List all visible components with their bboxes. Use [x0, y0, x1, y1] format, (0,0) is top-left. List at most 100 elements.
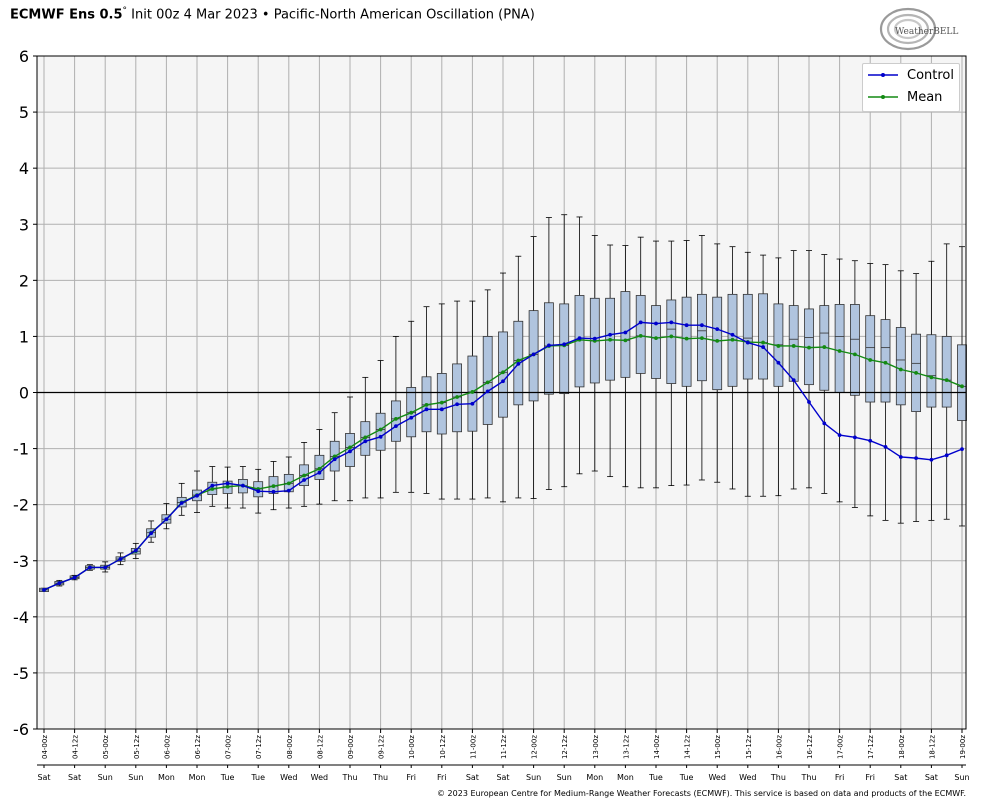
data-point-control	[684, 323, 689, 328]
ensemble-box	[544, 217, 554, 490]
data-point-mean	[960, 384, 964, 389]
box-iqr	[880, 319, 891, 403]
y-tick-label: 0	[19, 384, 29, 403]
data-point-mean	[638, 333, 643, 338]
box-iqr	[620, 291, 631, 378]
legend-label-control: Control	[907, 67, 954, 83]
data-point-control	[745, 340, 750, 345]
data-point-mean	[623, 338, 628, 343]
data-point-control	[225, 481, 230, 486]
x-tick-label: 13-00z	[592, 735, 600, 759]
day-label: Fri	[835, 773, 845, 782]
data-point-control	[929, 457, 934, 462]
data-point-mean	[363, 435, 368, 440]
x-tick-label: 06-00z	[163, 735, 171, 759]
data-point-control	[531, 352, 536, 357]
box-iqr	[681, 296, 692, 387]
data-point-control	[118, 557, 123, 561]
data-point-mean	[929, 375, 934, 380]
x-tick-label: 18-12z	[928, 735, 936, 759]
day-label: Sun	[526, 773, 541, 782]
data-point-control	[776, 360, 781, 365]
weatherbell-logo: WeatherBELL	[878, 6, 970, 52]
x-tick-label: 19-00z	[959, 735, 967, 759]
x-tick-label: 17-12z	[867, 735, 875, 759]
data-point-mean	[883, 360, 888, 365]
box-iqr	[559, 303, 570, 395]
data-point-mean	[822, 345, 827, 349]
x-tick-label: 08-00z	[286, 735, 294, 759]
data-point-control	[807, 400, 811, 404]
x-tick-label: 07-00z	[225, 735, 233, 759]
legend-item-control: Control	[867, 66, 954, 84]
data-point-mean	[378, 427, 383, 432]
data-point-control	[317, 470, 322, 475]
legend: Control Mean	[862, 63, 960, 112]
x-tick-label: 14-12z	[684, 735, 692, 759]
x-tick-label: 15-12z	[745, 735, 753, 759]
data-point-mean	[761, 340, 765, 345]
box-iqr	[651, 305, 661, 379]
data-point-mean	[837, 349, 842, 353]
data-point-control	[302, 478, 306, 482]
ensemble-box	[666, 240, 677, 486]
x-tick-label: 18-00z	[898, 735, 906, 759]
data-point-control	[914, 456, 918, 461]
data-point-control	[256, 489, 261, 494]
data-point-mean	[654, 336, 658, 340]
day-label: Sat	[37, 773, 50, 782]
y-axis: 6 5 4 3 2 1 0 -1 -2 -3 -4 -5 -6	[13, 47, 37, 739]
init-time: Init 00z 4 Mar 2023	[131, 7, 258, 23]
x-tick-label: 11-12z	[500, 735, 508, 759]
data-point-control	[164, 517, 169, 522]
data-point-control	[179, 501, 184, 505]
day-label: Wed	[280, 773, 297, 782]
data-point-mean	[776, 344, 781, 348]
ensemble-box	[758, 254, 768, 497]
day-label: Thu	[341, 773, 357, 782]
data-point-control	[88, 565, 92, 570]
data-point-control	[516, 361, 521, 366]
data-point-control	[837, 433, 842, 438]
data-point-mean	[271, 484, 276, 489]
x-tick-label: 04-12z	[72, 735, 80, 759]
box-iqr	[390, 400, 401, 442]
x-tick-label: 10-00z	[408, 735, 416, 759]
day-label: Sat	[466, 773, 479, 782]
x-tick-label: 15-00z	[714, 735, 722, 759]
day-label: Tue	[250, 773, 265, 782]
y-tick-label: -4	[13, 608, 29, 627]
data-point-mean	[944, 378, 949, 383]
x-tick-label: 08-12z	[316, 735, 324, 759]
x-tick-label: 09-00z	[347, 735, 355, 759]
data-point-control	[868, 438, 873, 443]
day-label: Tue	[220, 773, 235, 782]
data-point-control	[470, 401, 475, 406]
data-point-control	[72, 575, 77, 580]
x-tick-label: 12-00z	[531, 735, 539, 759]
data-point-mean	[669, 334, 674, 339]
legend-item-mean: Mean	[867, 88, 942, 106]
data-point-mean	[608, 337, 612, 342]
data-point-control	[424, 407, 429, 412]
day-label: Fri	[437, 773, 447, 782]
data-point-control	[562, 342, 567, 347]
box-iqr	[895, 327, 906, 406]
x-tick-label: 14-00z	[653, 735, 661, 759]
box-iqr	[957, 344, 967, 421]
data-point-control	[547, 343, 551, 348]
x-tick-label: 05-12z	[133, 735, 141, 759]
data-point-mean	[210, 487, 215, 491]
data-point-control	[577, 336, 582, 340]
y-tick-label: 3	[19, 215, 29, 234]
data-point-mean	[394, 416, 398, 421]
day-label: Tue	[648, 773, 663, 782]
ensemble-box	[880, 264, 891, 521]
data-point-control	[883, 445, 888, 449]
x-tick-label: 07-12z	[255, 735, 263, 759]
box-iqr	[712, 296, 723, 391]
y-tick-label: 6	[19, 47, 29, 66]
box-iqr	[788, 305, 799, 382]
data-point-mean	[868, 358, 873, 362]
